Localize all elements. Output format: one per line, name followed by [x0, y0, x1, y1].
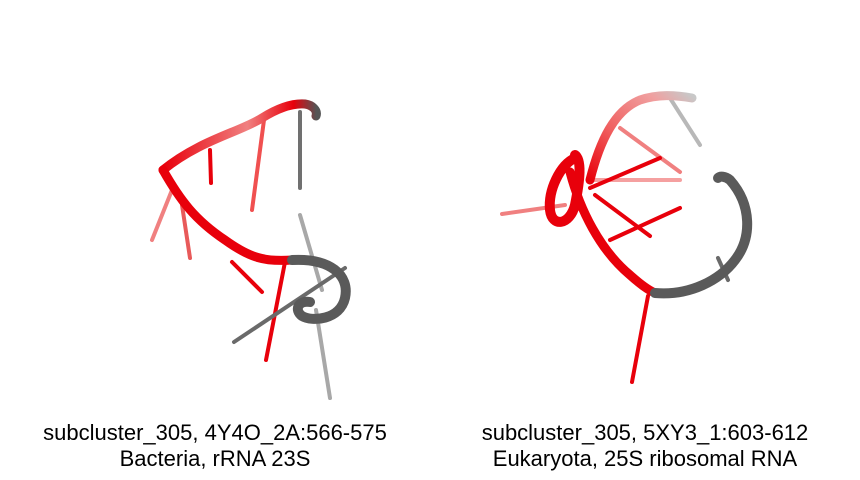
- rna-structure-image-right: [500, 91, 753, 384]
- base-sticks: [500, 93, 730, 384]
- caption-left: subcluster_305, 4Y4O_2A:566-575 Bacteria…: [0, 420, 430, 472]
- caption-subtitle: Eukaryota, 25S ribosomal RNA: [492, 446, 798, 471]
- backbone-tube: [158, 99, 351, 324]
- structure-panel-left: subcluster_305, 4Y4O_2A:566-575 Bacteria…: [0, 99, 430, 472]
- structure-panel-right: subcluster_305, 5XY3_1:603-612 Eukaryota…: [430, 0, 860, 480]
- rna-structure-image-left: [150, 99, 351, 400]
- caption-title: subcluster_305, 5XY3_1:603-612: [481, 420, 809, 445]
- backbone-tube: [544, 91, 753, 299]
- caption-subtitle: Bacteria, rRNA 23S: [119, 446, 311, 471]
- caption-right: subcluster_305, 5XY3_1:603-612 Eukaryota…: [430, 420, 860, 472]
- base-sticks: [150, 110, 347, 400]
- caption-title: subcluster_305, 4Y4O_2A:566-575: [43, 420, 387, 445]
